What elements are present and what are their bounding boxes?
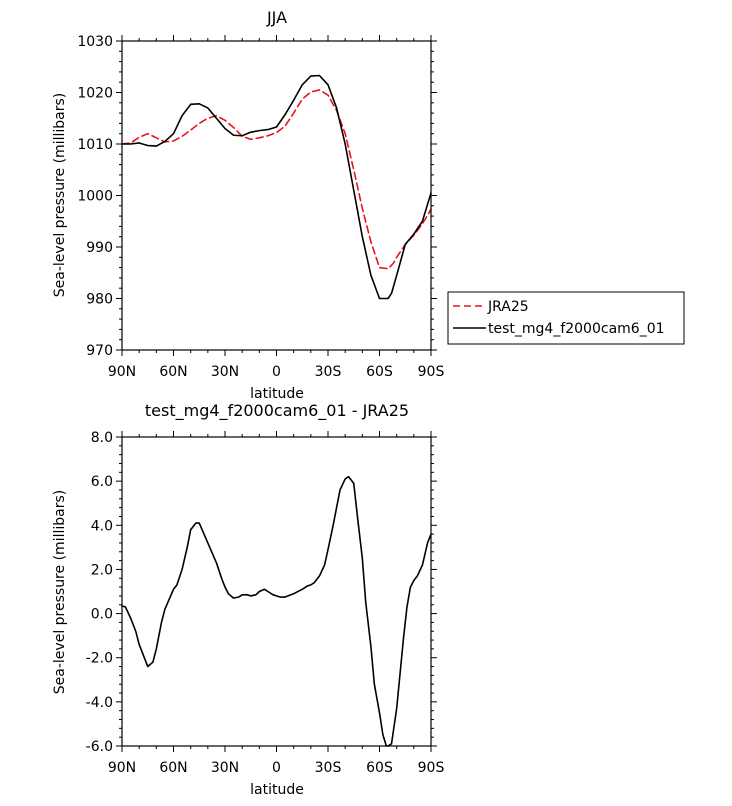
bottom-chart-title: test_mg4_f2000cam6_01 - JRA25 (145, 401, 409, 421)
bottom-x-tick-label: 30N (211, 760, 239, 776)
top-y-tick-label: 970 (86, 343, 113, 359)
top-y-tick-label: 980 (86, 292, 113, 308)
bottom-y-tick-label: -4.0 (86, 695, 113, 711)
top-y-tick-label: 1000 (77, 189, 113, 205)
top-x-tick-labels: 90N 60N 30N 0 30S 60S 90S (108, 364, 445, 380)
bottom-x-tick-label: 90S (418, 760, 445, 776)
bottom-y-tick-label: 0.0 (91, 607, 113, 623)
bottom-x-tick-label: 60S (366, 760, 393, 776)
legend: JRA25 test_mg4_f2000cam6_01 (447, 291, 685, 345)
bottom-y-tick-label: 2.0 (91, 562, 113, 578)
bottom-x-tick-label: 0 (272, 760, 281, 776)
top-x-axis-label: latitude (250, 386, 304, 402)
top-x-tick-label: 30S (315, 364, 342, 380)
top-y-tick-label: 1030 (77, 34, 113, 50)
bottom-y-tick-label: -6.0 (86, 739, 113, 755)
top-panel: JJA 970 980 990 1000 1010 1020 1030 90N 60N 30N 0… (52, 8, 444, 402)
bottom-panel: test_mg4_f2000cam6_01 - JRA25 -6.0 -4.0 -2… (52, 401, 444, 798)
top-y-axis-label: Sea-level pressure (millibars) (52, 93, 68, 297)
top-series-line-test-mg4-f2000cam6-01 (121, 74, 432, 300)
top-x-tick-label: 0 (272, 364, 281, 380)
top-x-tick-label: 60S (366, 364, 393, 380)
bottom-y-axis-label: Sea-level pressure (millibars) (52, 490, 68, 694)
top-series-lines (121, 74, 432, 300)
top-y-tick-label: 990 (86, 240, 113, 256)
bottom-x-tick-label: 60N (159, 760, 187, 776)
top-y-tick-label: 1020 (77, 86, 113, 102)
top-x-tick-label: 90S (418, 364, 445, 380)
top-series-line-jra25 (121, 89, 432, 270)
top-y-tick-label: 1010 (77, 137, 113, 153)
bottom-y-tick-label: 8.0 (91, 430, 113, 446)
bottom-y-tick-label: 6.0 (91, 474, 113, 490)
bottom-x-tick-label: 30S (315, 760, 342, 776)
bottom-x-tick-label: 90N (108, 760, 136, 776)
top-x-tick-label: 90N (108, 364, 136, 380)
bottom-y-tick-label: -2.0 (86, 651, 113, 667)
legend-box (447, 291, 685, 345)
legend-label-jra25: JRA25 (487, 299, 529, 315)
top-x-tick-label: 60N (159, 364, 187, 380)
bottom-y-tick-labels: -6.0 -4.0 -2.0 0.0 2.0 4.0 6.0 8.0 (86, 430, 113, 755)
bottom-y-tick-label: 4.0 (91, 518, 113, 534)
bottom-x-tick-labels: 90N 60N 30N 0 30S 60S 90S (108, 760, 445, 776)
top-plot-frame (121, 40, 432, 351)
bottom-plot-frame (121, 436, 432, 747)
legend-label-test-mg4-f2000cam6-01: test_mg4_f2000cam6_01 (488, 321, 665, 337)
bottom-x-axis-label: latitude (250, 782, 304, 798)
top-x-tick-label: 30N (211, 364, 239, 380)
top-chart-title: JJA (266, 8, 287, 27)
top-y-tick-labels: 970 980 990 1000 1010 1020 1030 (77, 34, 113, 359)
